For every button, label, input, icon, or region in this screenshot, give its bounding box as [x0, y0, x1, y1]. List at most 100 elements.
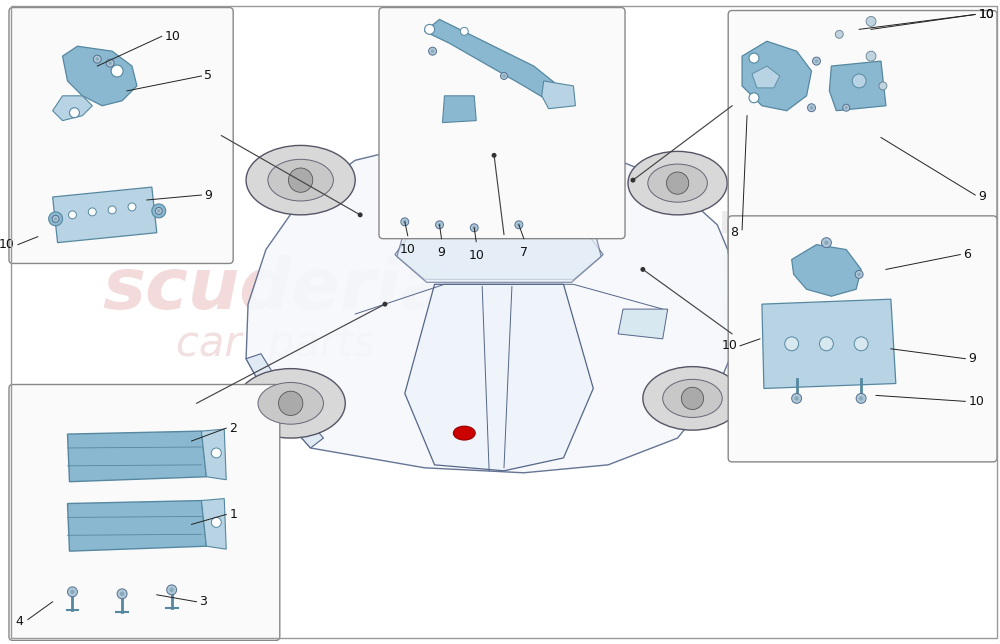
Circle shape [438, 223, 441, 227]
Bar [788, 298, 810, 320]
Bar [766, 320, 788, 342]
Polygon shape [68, 500, 206, 551]
Bar [788, 211, 810, 232]
Bar [744, 211, 766, 232]
Bar [810, 211, 831, 232]
Polygon shape [395, 195, 603, 279]
Bar [788, 232, 810, 254]
Circle shape [108, 206, 116, 214]
Circle shape [382, 301, 387, 307]
Bar [853, 254, 875, 276]
Circle shape [211, 448, 221, 458]
FancyBboxPatch shape [728, 10, 997, 256]
Text: 4: 4 [15, 615, 23, 628]
Circle shape [470, 224, 478, 232]
Polygon shape [405, 284, 593, 471]
Circle shape [49, 212, 63, 226]
Circle shape [866, 51, 876, 61]
Bar [853, 232, 875, 254]
Circle shape [88, 208, 96, 216]
Polygon shape [792, 245, 861, 296]
Polygon shape [63, 46, 137, 106]
Circle shape [436, 221, 443, 229]
Bar [722, 211, 744, 232]
Text: 6: 6 [963, 248, 971, 261]
Bar [766, 276, 788, 298]
Circle shape [69, 108, 79, 118]
Polygon shape [542, 81, 575, 109]
Circle shape [111, 65, 123, 77]
Polygon shape [742, 41, 812, 111]
Circle shape [640, 267, 645, 272]
Circle shape [845, 106, 848, 109]
Circle shape [794, 396, 799, 401]
Bar [831, 254, 853, 276]
Circle shape [785, 337, 799, 351]
Circle shape [167, 585, 177, 595]
Circle shape [857, 272, 861, 276]
Bar [722, 342, 744, 364]
Circle shape [859, 396, 863, 401]
Circle shape [792, 393, 802, 403]
Ellipse shape [628, 151, 727, 215]
Circle shape [108, 61, 112, 65]
Bar [766, 342, 788, 364]
Circle shape [93, 55, 101, 63]
Polygon shape [68, 431, 206, 482]
Text: 9: 9 [204, 189, 212, 202]
Circle shape [855, 270, 863, 278]
Ellipse shape [648, 164, 707, 202]
Text: 9: 9 [438, 245, 445, 259]
Bar [766, 254, 788, 276]
Bar [831, 211, 853, 232]
Circle shape [813, 57, 820, 65]
Text: scuderia: scuderia [102, 255, 449, 324]
Circle shape [429, 47, 437, 55]
Circle shape [666, 172, 689, 194]
Circle shape [54, 217, 57, 220]
Polygon shape [415, 155, 583, 193]
FancyBboxPatch shape [9, 8, 233, 263]
Ellipse shape [663, 379, 722, 417]
Circle shape [117, 589, 127, 599]
Text: car  parts: car parts [176, 323, 375, 365]
Bar [831, 342, 853, 364]
Circle shape [152, 204, 166, 218]
Bar [810, 342, 831, 364]
Circle shape [120, 592, 124, 596]
Circle shape [68, 587, 77, 597]
Ellipse shape [643, 366, 742, 430]
Text: 10: 10 [978, 8, 994, 21]
Circle shape [157, 209, 160, 213]
Circle shape [52, 215, 59, 222]
Circle shape [128, 203, 136, 211]
Ellipse shape [246, 146, 355, 215]
Ellipse shape [236, 368, 345, 438]
Circle shape [358, 213, 363, 217]
Polygon shape [618, 309, 668, 339]
FancyBboxPatch shape [9, 384, 280, 640]
Bar [853, 276, 875, 298]
Circle shape [460, 28, 468, 35]
Circle shape [211, 517, 221, 527]
Bar [766, 211, 788, 232]
Bar [853, 211, 875, 232]
Text: 5: 5 [204, 70, 212, 82]
Polygon shape [829, 61, 886, 111]
Bar [831, 276, 853, 298]
Polygon shape [425, 19, 559, 100]
Bar [788, 342, 810, 364]
Text: 8: 8 [730, 226, 738, 239]
Circle shape [815, 59, 818, 63]
Circle shape [835, 30, 843, 38]
Circle shape [856, 393, 866, 403]
Bar [810, 254, 831, 276]
Circle shape [155, 207, 162, 214]
Polygon shape [246, 140, 740, 473]
Circle shape [403, 220, 407, 223]
Circle shape [852, 74, 866, 88]
Bar [788, 320, 810, 342]
FancyBboxPatch shape [379, 8, 625, 239]
Circle shape [169, 587, 174, 592]
Text: 1: 1 [229, 508, 237, 521]
